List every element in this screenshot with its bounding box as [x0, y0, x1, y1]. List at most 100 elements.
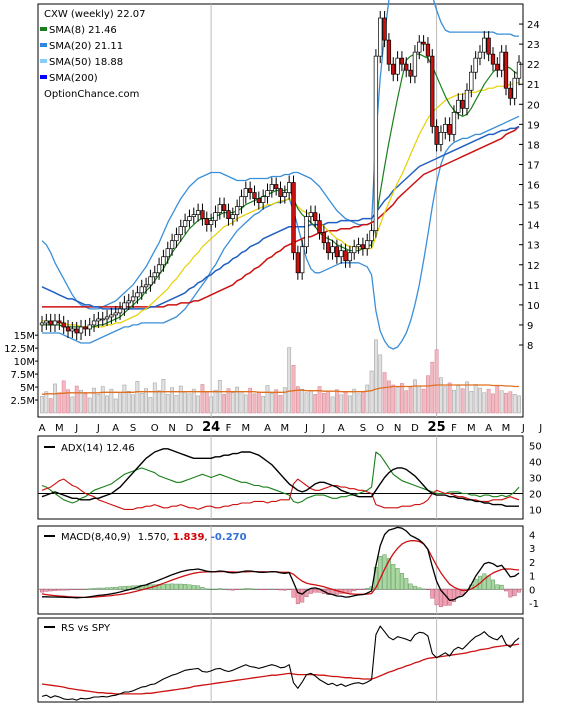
candle-body: [195, 210, 201, 215]
candle-body: [300, 246, 305, 274]
candle-body: [152, 272, 157, 278]
macd-label: MACD(8,40,9) 1.570, 1.839, -0.270: [44, 532, 247, 543]
macd-histogram-bar: [347, 589, 352, 593]
macd-histogram-bar: [44, 589, 49, 592]
candle-body: [399, 57, 405, 65]
candle-body: [130, 296, 136, 302]
macd-series: [38, 526, 523, 608]
volume-bar: [74, 385, 79, 414]
candle-body: [78, 326, 84, 334]
volume-bar: [326, 390, 331, 414]
sma200-line: [42, 125, 520, 308]
volume-bar: [191, 388, 196, 414]
candle-body: [369, 230, 374, 242]
candle-body: [386, 39, 392, 65]
x-axis-label: O: [151, 423, 159, 434]
volume-bar: [413, 379, 417, 414]
macd-histogram-bar: [408, 583, 413, 590]
candle-body: [156, 264, 162, 274]
legend-label: SMA(20) 21.11: [49, 41, 123, 52]
macd-histogram-bar: [113, 586, 118, 590]
macd-histogram-bar: [430, 589, 435, 599]
volume-bar: [382, 372, 387, 414]
candle-body: [503, 51, 509, 89]
volume-bar: [66, 389, 70, 414]
macd-histogram-bar: [261, 589, 266, 590]
macd-histogram-bar: [53, 589, 58, 591]
candle-body: [143, 284, 149, 288]
candle-body: [295, 252, 300, 274]
legend-item: SMA(200): [40, 73, 98, 84]
macd-histogram-bar: [230, 589, 235, 591]
macd-histogram-bar: [417, 587, 422, 590]
candle-body: [44, 320, 49, 324]
candle-body: [343, 250, 348, 262]
volume-bar: [152, 382, 157, 414]
x-axis-label: O: [376, 423, 384, 434]
volume-bar: [499, 390, 504, 414]
axis-labels: 891011121314151617181920212223242.5M5M7.…: [4, 20, 542, 610]
candle-body: [490, 53, 496, 65]
volume-bar: [512, 394, 517, 414]
volume-bar: [321, 393, 326, 414]
svg-text:MACD(8,40,9) 1.570,: MACD(8,40,9) 1.570, 1.839, -0.270: [61, 532, 247, 543]
candle-body: [161, 256, 166, 266]
candle-body: [373, 55, 379, 232]
volume-bar: [374, 339, 378, 414]
candle-body: [308, 212, 314, 217]
candle-body: [287, 182, 292, 193]
macd-tick-label: 3: [529, 544, 535, 555]
candle-body: [91, 320, 97, 326]
candle-body: [425, 43, 431, 57]
candle-body: [412, 51, 418, 77]
volume-bar: [100, 386, 105, 414]
volume-bar: [139, 393, 144, 414]
candle-body: [122, 302, 127, 310]
x-axis-label: F: [451, 423, 457, 434]
volume-bar: [261, 396, 266, 414]
candle-body: [304, 216, 309, 248]
candle-body: [339, 250, 344, 258]
macd-histogram-bar: [386, 558, 391, 590]
macd-histogram-bar: [96, 587, 101, 590]
volume-bar: [443, 386, 448, 414]
macd-histogram-bar: [425, 589, 430, 590]
candle-body: [508, 87, 513, 99]
macd-histogram-bar: [209, 589, 214, 590]
volume-bar: [256, 391, 261, 414]
candle-body: [96, 318, 101, 322]
price-tick-label: 21: [527, 80, 540, 91]
volume-bar: [61, 380, 66, 414]
volume-bar: [330, 396, 335, 414]
volume-bar: [131, 394, 135, 414]
macd-histogram-bar: [517, 589, 522, 593]
candle-body: [417, 41, 422, 53]
volume-bar: [70, 396, 75, 414]
macd-histogram-bar: [304, 589, 309, 598]
candle-body: [382, 17, 387, 41]
macd-histogram-bar: [499, 584, 504, 590]
price-tick-label: 12: [527, 261, 540, 272]
legend-label: SMA(8) 21.46: [49, 25, 117, 36]
candle-body: [473, 57, 478, 73]
macd-histogram-bar: [300, 589, 305, 603]
volume-bar: [209, 396, 213, 414]
candle-body: [39, 322, 45, 326]
macd-histogram-bar: [512, 589, 517, 597]
candle-body: [113, 312, 118, 316]
macd-histogram-bar: [61, 589, 66, 591]
macd-histogram-bar: [365, 588, 370, 590]
volume-bar: [187, 393, 192, 414]
candle-body: [226, 210, 231, 219]
macd-histogram-bar: [287, 589, 292, 590]
x-axis-label: M: [55, 423, 64, 434]
macd-histogram-bar: [378, 556, 383, 590]
adx-label: ADX(14) 12.46: [44, 443, 135, 454]
adx-tick-label: 20: [529, 489, 542, 500]
x-axis-label: A: [39, 423, 46, 434]
price-series: [39, 0, 522, 350]
volume-bar: [148, 397, 153, 414]
price-tick-label: 24: [527, 20, 540, 31]
macd-histogram-bar: [421, 588, 426, 590]
candle-body: [499, 51, 504, 71]
